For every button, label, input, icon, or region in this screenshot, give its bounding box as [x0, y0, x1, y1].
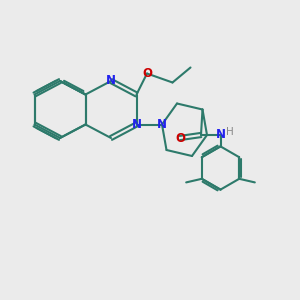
Text: O: O: [175, 131, 185, 145]
Text: N: N: [215, 128, 226, 142]
Text: N: N: [106, 74, 116, 88]
Text: O: O: [142, 67, 152, 80]
Text: N: N: [131, 118, 142, 131]
Text: H: H: [226, 127, 233, 137]
Text: N: N: [157, 118, 167, 131]
